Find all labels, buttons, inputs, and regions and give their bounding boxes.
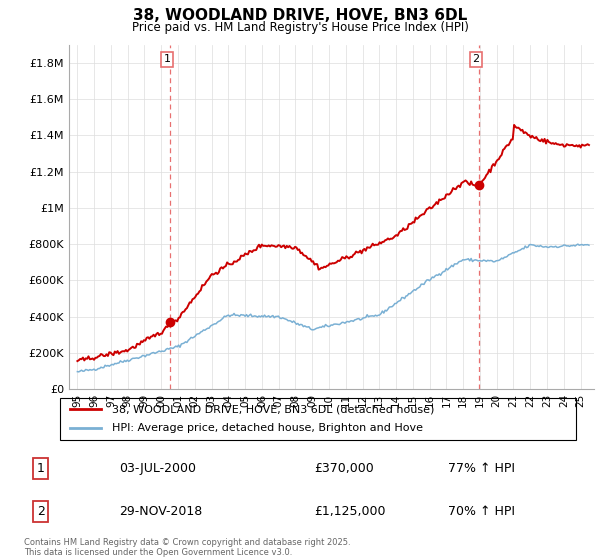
Text: 77% ↑ HPI: 77% ↑ HPI [448, 462, 515, 475]
Text: 38, WOODLAND DRIVE, HOVE, BN3 6DL (detached house): 38, WOODLAND DRIVE, HOVE, BN3 6DL (detac… [112, 404, 434, 414]
Text: 03-JUL-2000: 03-JUL-2000 [119, 462, 196, 475]
Text: 38, WOODLAND DRIVE, HOVE, BN3 6DL: 38, WOODLAND DRIVE, HOVE, BN3 6DL [133, 8, 467, 24]
Text: 29-NOV-2018: 29-NOV-2018 [119, 505, 202, 518]
Text: Price paid vs. HM Land Registry's House Price Index (HPI): Price paid vs. HM Land Registry's House … [131, 21, 469, 34]
Text: HPI: Average price, detached house, Brighton and Hove: HPI: Average price, detached house, Brig… [112, 423, 422, 433]
Text: 1: 1 [37, 462, 44, 475]
Text: 2: 2 [37, 505, 44, 518]
Text: £370,000: £370,000 [314, 462, 374, 475]
Text: Contains HM Land Registry data © Crown copyright and database right 2025.
This d: Contains HM Land Registry data © Crown c… [24, 538, 350, 557]
Text: £1,125,000: £1,125,000 [314, 505, 386, 518]
Text: 1: 1 [164, 54, 170, 64]
Text: 2: 2 [473, 54, 479, 64]
Text: 70% ↑ HPI: 70% ↑ HPI [448, 505, 515, 518]
